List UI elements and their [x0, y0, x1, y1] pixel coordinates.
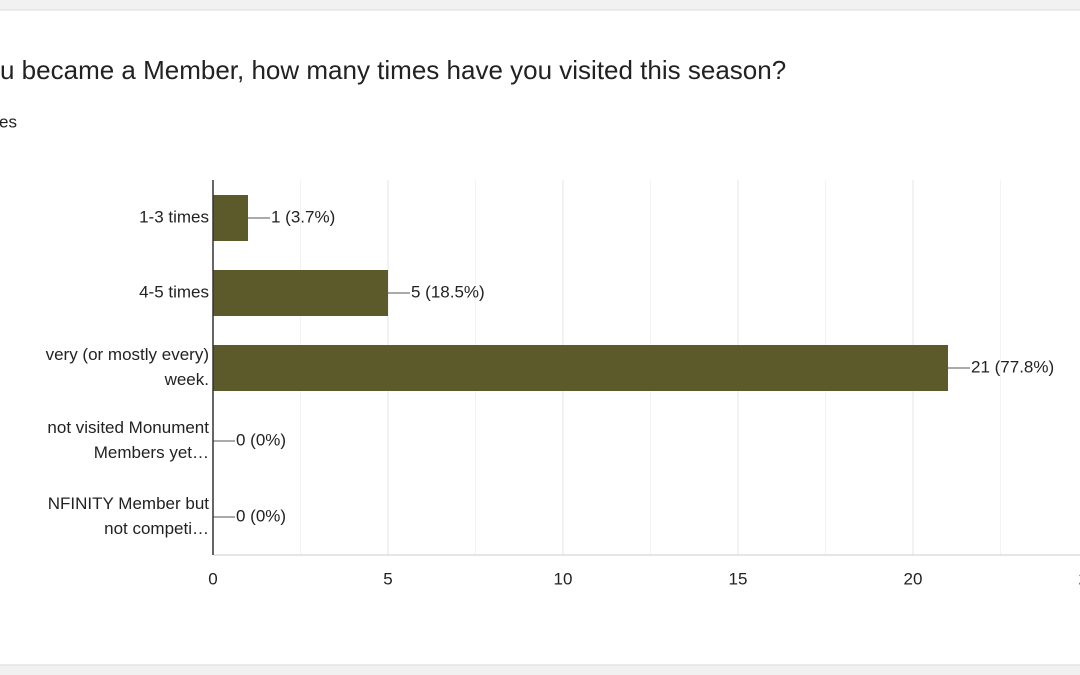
y-tick-label: very (or mostly every) — [46, 345, 209, 364]
y-tick-label: not visited Monument — [47, 418, 209, 437]
x-tick-label: 25 — [1079, 569, 1080, 588]
x-tick-label: 10 — [554, 569, 573, 588]
chart-title: u became a Member, how many times have y… — [0, 55, 786, 85]
y-tick-label: 4-5 times — [139, 282, 209, 301]
bar — [213, 345, 948, 391]
y-tick-label: week. — [164, 370, 209, 389]
y-tick-label: not competi… — [104, 519, 209, 538]
x-tick-label: 20 — [904, 569, 923, 588]
x-tick-label: 0 — [208, 569, 217, 588]
y-tick-label: 1-3 times — [139, 207, 209, 226]
chart-subtitle: es — [0, 112, 17, 131]
bar — [213, 270, 388, 316]
bar — [213, 195, 248, 241]
x-tick-label: 15 — [729, 569, 748, 588]
x-tick-label: 5 — [383, 569, 392, 588]
value-label: 21 (77.8%) — [971, 357, 1054, 376]
value-label: 0 (0%) — [236, 506, 286, 525]
value-label: 0 (0%) — [236, 430, 286, 449]
y-tick-label: Members yet… — [94, 443, 209, 462]
value-label: 5 (18.5%) — [411, 282, 485, 301]
value-label: 1 (3.7%) — [271, 207, 335, 226]
card — [0, 9, 1080, 666]
y-tick-label: NFINITY Member but — [48, 494, 210, 513]
